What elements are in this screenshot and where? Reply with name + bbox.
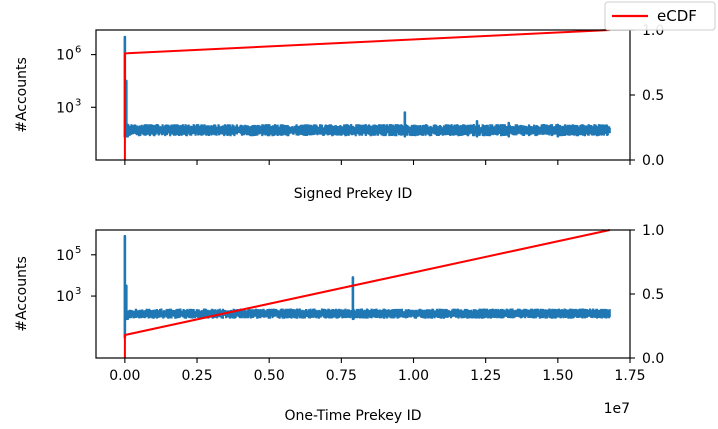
legend-box — [604, 1, 716, 31]
x-tick-label: 0.75 — [326, 368, 357, 384]
y2-tick-label: 0.0 — [642, 351, 664, 367]
plot-area — [96, 30, 630, 160]
x-tick-label: 0.25 — [181, 368, 212, 384]
x-axis-label: Signed Prekey ID — [294, 186, 413, 202]
legend-ecdf-label: eCDF — [657, 7, 697, 25]
x-axis-label: One-Time Prekey ID — [284, 408, 421, 424]
ecdf-line — [123, 29, 610, 160]
ecdf-line — [123, 229, 611, 358]
plot-area — [96, 230, 630, 358]
y2-tick-label: 0.5 — [642, 88, 664, 104]
y-tick-label: 10 — [56, 100, 74, 116]
signed-prekey-chart: 10 310 60.00.51.0 Signed Prekey ID #Accoun… — [14, 23, 664, 202]
x-tick-label: 0.00 — [109, 368, 140, 384]
x-tick-label: 1.75 — [614, 368, 645, 384]
x-tick-label: 1.50 — [542, 368, 573, 384]
y-axis-label: #Accounts — [14, 57, 30, 133]
y-tick-exponent: 3 — [75, 286, 81, 297]
y-tick-exponent: 5 — [75, 245, 81, 256]
y-axis-label: #Accounts — [14, 256, 30, 332]
x-tick-label: 1.25 — [470, 368, 501, 384]
y-tick-label: 10 — [56, 48, 74, 64]
legend: eCDF — [604, 1, 716, 31]
y-tick-label: 10 — [56, 248, 74, 264]
y2-tick-label: 1.0 — [642, 223, 664, 239]
y-tick-exponent: 3 — [75, 97, 81, 108]
y2-tick-label: 0.5 — [642, 287, 664, 303]
y2-tick-label: 0.0 — [642, 153, 664, 169]
y-tick-exponent: 6 — [75, 45, 81, 56]
accounts-band — [127, 124, 611, 137]
x-tick-label: 0.50 — [254, 368, 285, 384]
x-tick-label: 1.00 — [398, 368, 429, 384]
x-axis-scale-label: 1e7 — [604, 401, 630, 417]
y-tick-label: 10 — [56, 289, 74, 305]
